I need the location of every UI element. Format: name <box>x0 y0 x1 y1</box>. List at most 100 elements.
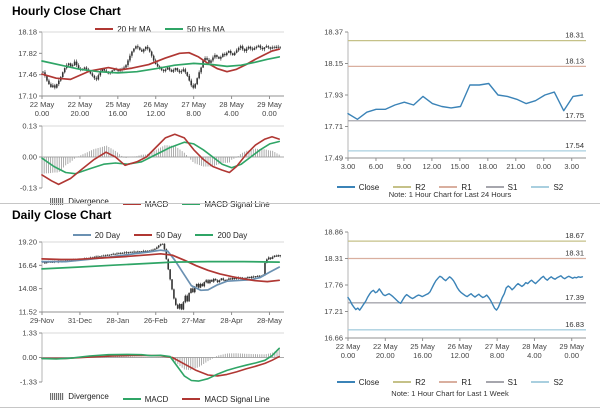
line-swatch <box>336 186 355 188</box>
line-swatch <box>531 186 550 188</box>
svg-text:28 May: 28 May <box>219 100 244 109</box>
legend-item-macd: MACD <box>122 200 168 209</box>
legend-label: 20 Hr MA <box>117 24 151 34</box>
svg-text:0.13: 0.13 <box>22 122 37 131</box>
legend-label: R1 <box>461 182 472 192</box>
svg-text:27 May: 27 May <box>485 342 510 351</box>
svg-text:17.76: 17.76 <box>324 281 343 290</box>
svg-text:17.82: 17.82 <box>18 49 37 58</box>
line-swatch <box>439 381 458 383</box>
svg-text:20.00: 20.00 <box>376 351 395 360</box>
hourly-pivot-chart: 18.37 18.15 17.93 17.71 17.49 3.00 6.00 9.00 12.… <box>300 24 600 181</box>
legend-item-r1: R1 <box>439 378 472 387</box>
svg-text:22 May: 22 May <box>30 100 55 109</box>
svg-text:12.00: 12.00 <box>423 162 442 171</box>
svg-text:0.00: 0.00 <box>35 109 50 118</box>
svg-text:21.00: 21.00 <box>506 162 525 171</box>
legend-label: Close <box>358 182 380 192</box>
svg-text:3.00: 3.00 <box>341 162 356 171</box>
daily-price-legend: 20 Day 50 Day 200 Day <box>30 223 290 241</box>
svg-text:3.00: 3.00 <box>564 162 579 171</box>
line-swatch <box>122 203 141 205</box>
svg-text:28-Jan: 28-Jan <box>106 316 129 325</box>
hourly-pivot-legend: Close R2 R1 S1 S2 <box>310 175 590 193</box>
svg-text:0.00: 0.00 <box>536 162 551 171</box>
svg-text:9.00: 9.00 <box>397 162 412 171</box>
svg-text:4.00: 4.00 <box>224 109 239 118</box>
svg-text:28-May: 28-May <box>257 316 282 325</box>
svg-text:17.49: 17.49 <box>324 154 343 163</box>
legend-label: R2 <box>415 182 426 192</box>
hourly-pivot-note: Note: 1 Hour Chart for Last 24 Hours <box>388 190 512 199</box>
svg-text:0.00: 0.00 <box>262 109 277 118</box>
svg-text:22 May: 22 May <box>336 342 361 351</box>
legend-item-macd-signal-line: MACD Signal Line <box>182 395 270 404</box>
legend-item-close: Close <box>336 182 380 192</box>
line-swatch <box>485 186 504 188</box>
line-swatch <box>531 381 550 383</box>
svg-text:16.66: 16.66 <box>324 334 343 343</box>
line-swatch <box>485 381 504 383</box>
legend-item-20-hr-ma: 20 Hr MA <box>95 25 151 34</box>
svg-text:17.21: 17.21 <box>324 307 343 316</box>
legend-label: Divergence <box>68 392 109 401</box>
svg-text:18.37: 18.37 <box>324 28 343 37</box>
svg-text:25 May: 25 May <box>410 342 435 351</box>
hourly-price-legend: 20 Hr MA 50 Hrs MA <box>30 17 290 35</box>
svg-text:0.00: 0.00 <box>564 351 579 360</box>
legend-label: MACD Signal Line <box>204 199 270 209</box>
line-swatch <box>165 28 183 30</box>
svg-text:0.00: 0.00 <box>22 353 37 362</box>
legend-item-s2: S2 <box>531 378 563 387</box>
svg-text:16.00: 16.00 <box>108 109 127 118</box>
line-swatch <box>439 186 458 188</box>
section-divider <box>0 203 600 204</box>
legend-item-50-hrs-ma: 50 Hrs MA <box>165 25 225 34</box>
svg-text:18.67: 18.67 <box>565 231 584 240</box>
svg-text:28 May: 28 May <box>522 342 547 351</box>
svg-text:17.39: 17.39 <box>565 293 584 302</box>
svg-text:29-Nov: 29-Nov <box>30 316 54 325</box>
legend-label: Divergence <box>68 197 109 206</box>
svg-text:17.93: 17.93 <box>324 91 343 100</box>
daily-pivot-note: Note: 1 Hour Chart for Last 1 Week <box>391 389 509 398</box>
svg-text:0.00: 0.00 <box>22 153 37 162</box>
svg-text:18.31: 18.31 <box>565 249 584 258</box>
svg-text:19.20: 19.20 <box>18 238 37 247</box>
hourly-macd-legend: Divergence MACD MACD Signal Line <box>30 192 290 210</box>
line-swatch <box>95 28 114 30</box>
svg-text:-0.13: -0.13 <box>20 184 37 193</box>
legend-item-divergence: Divergence <box>50 392 109 401</box>
svg-text:27 May: 27 May <box>181 100 206 109</box>
line-swatch <box>182 398 201 400</box>
legend-item-macd-signal-line: MACD Signal Line <box>182 199 270 209</box>
svg-text:1.33: 1.33 <box>22 329 37 338</box>
svg-text:22 May: 22 May <box>373 342 398 351</box>
svg-text:18.31: 18.31 <box>565 31 584 40</box>
svg-text:0.00: 0.00 <box>341 351 356 360</box>
svg-text:18.18: 18.18 <box>18 28 37 37</box>
svg-text:16.83: 16.83 <box>565 320 584 329</box>
svg-text:17.54: 17.54 <box>565 141 584 150</box>
svg-text:26 May: 26 May <box>448 342 473 351</box>
bottom-divider <box>0 407 600 408</box>
svg-text:27-Mar: 27-Mar <box>182 316 206 325</box>
daily-macd-legend: Divergence MACD MACD Signal Line <box>30 387 290 405</box>
line-swatch <box>182 203 201 205</box>
legend-item-20-day: 20 Day <box>72 231 120 240</box>
legend-label: S2 <box>553 182 564 192</box>
legend-label: 50 Day <box>156 230 182 240</box>
legend-label: S2 <box>553 377 564 387</box>
legend-item-s1: S1 <box>485 377 518 387</box>
svg-text:26 May: 26 May <box>143 100 168 109</box>
line-swatch <box>134 234 153 236</box>
svg-text:8.00: 8.00 <box>490 351 505 360</box>
legend-label: R2 <box>415 377 426 387</box>
svg-text:16.00: 16.00 <box>413 351 432 360</box>
svg-text:16.64: 16.64 <box>18 261 37 270</box>
legend-item-r2: R2 <box>393 183 425 192</box>
legend-item-macd: MACD <box>122 395 168 404</box>
legend-label: S1 <box>507 377 518 387</box>
svg-text:17.10: 17.10 <box>18 92 37 101</box>
